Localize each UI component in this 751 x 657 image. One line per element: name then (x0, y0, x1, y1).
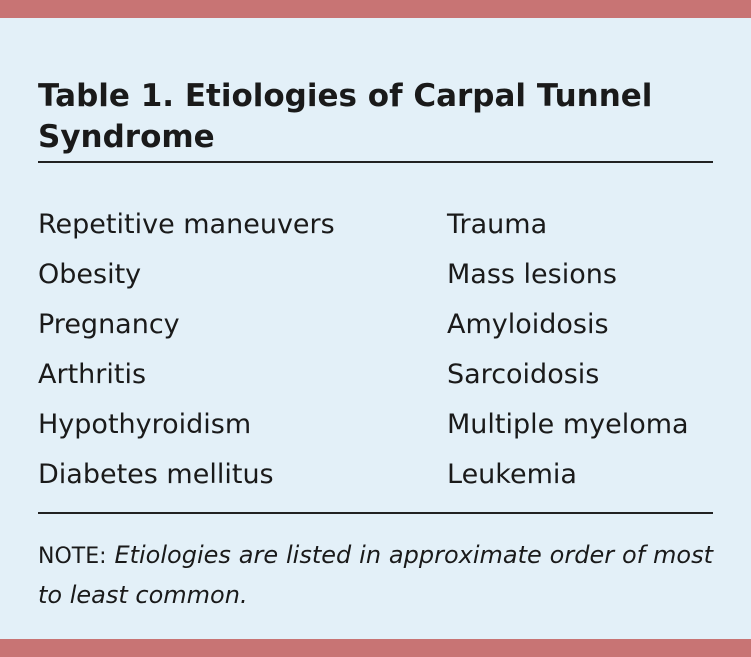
bottom-accent-bar (0, 639, 751, 657)
list-item: Diabetes mellitus (38, 459, 274, 490)
divider-top (38, 161, 713, 163)
list-item: Arthritis (38, 359, 147, 390)
list-item: Sarcoidosis (447, 359, 600, 390)
list-item: Amyloidosis (447, 309, 609, 340)
etiology-column-2: Trauma Mass lesions Amyloidosis Sarcoido… (447, 200, 689, 500)
list-item: Trauma (447, 209, 548, 240)
list-item: Hypothyroidism (38, 409, 252, 440)
list-item: Mass lesions (447, 259, 617, 290)
note-label: NOTE: (38, 544, 107, 569)
list-item: Pregnancy (38, 309, 180, 340)
table-note: NOTE: Etiologies are listed in approxima… (38, 536, 713, 614)
note-text: Etiologies are listed in approximate ord… (38, 541, 713, 609)
list-item: Multiple myeloma (447, 409, 689, 440)
list-item: Obesity (38, 259, 142, 290)
table-title: Table 1. Etiologies of Carpal Tunnel Syn… (38, 78, 653, 155)
list-item: Repetitive maneuvers (38, 209, 335, 240)
top-accent-bar (0, 0, 751, 18)
etiology-column-1: Repetitive maneuvers Obesity Pregnancy A… (38, 200, 335, 500)
divider-bottom (38, 512, 713, 514)
list-item: Leukemia (447, 459, 577, 490)
